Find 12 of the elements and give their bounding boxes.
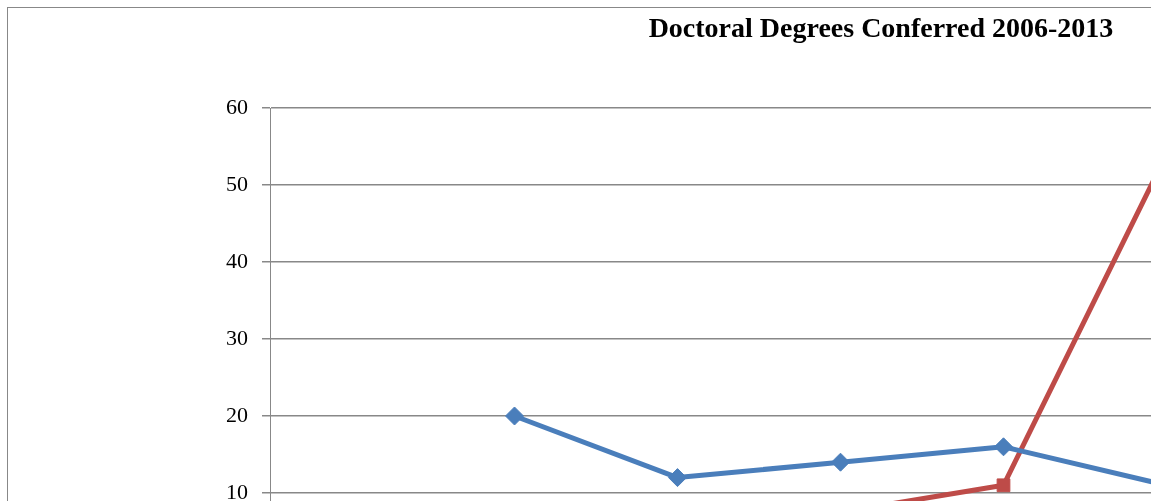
y-tick-label: 20 — [226, 401, 248, 427]
point — [831, 452, 850, 472]
y-tick-label: 60 — [226, 93, 248, 119]
chart-title: Doctoral Degrees Conferred 2006-2013 — [648, 12, 1114, 44]
point — [994, 437, 1013, 457]
y-tick-label: 50 — [226, 170, 248, 196]
y-tick-label: 30 — [226, 324, 248, 350]
point — [996, 478, 1011, 493]
point — [505, 406, 524, 426]
point — [668, 468, 687, 488]
y-tick-label: 10 — [226, 478, 248, 501]
y-tick-label: 40 — [226, 247, 248, 273]
